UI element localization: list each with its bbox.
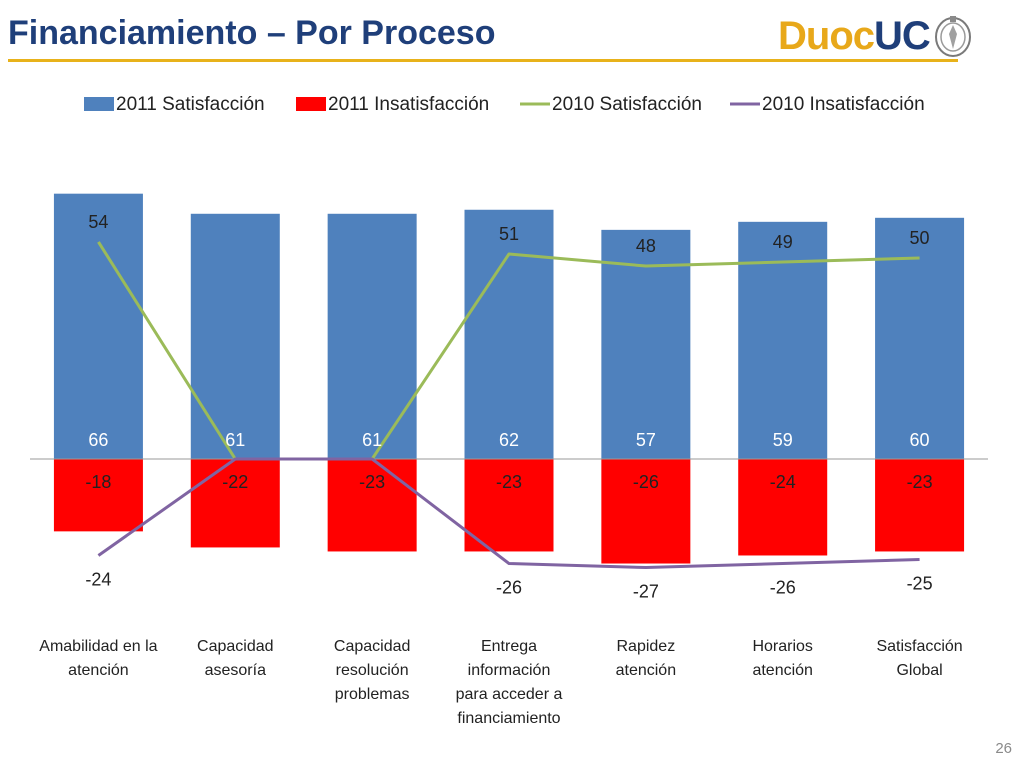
university-seal-icon	[934, 16, 971, 57]
duoc-uc-logo: Duoc UC	[778, 12, 972, 60]
data-label-2010-insatisfaccion: -26	[770, 578, 796, 598]
category-label: Satisfacción Global	[876, 638, 962, 679]
data-label-2011-satisfaccion: 57	[636, 430, 656, 450]
legend-swatch-1	[296, 97, 326, 111]
data-label-2011-satisfaccion: 60	[910, 430, 930, 450]
category-label: Capacidad resolución problemas	[334, 638, 411, 703]
data-label-2011-insatisfaccion: -23	[496, 472, 522, 492]
legend-label-1: 2011 Insatisfacción	[328, 94, 489, 115]
legend-swatch-0	[84, 97, 114, 111]
data-label-2011-insatisfaccion: -23	[359, 472, 385, 492]
data-label-2010-satisfaccion: 48	[636, 236, 656, 256]
page-number: 26	[995, 740, 1012, 757]
data-label-2010-insatisfaccion: -26	[496, 578, 522, 598]
data-label-2011-satisfaccion: 62	[499, 430, 519, 450]
data-label-2011-insatisfaccion: -23	[907, 472, 933, 492]
slide-title: Financiamiento – Por Proceso	[8, 14, 496, 52]
legend-label-0: 2011 Satisfacción	[116, 94, 265, 115]
bar-2011-insatisfaccion	[190, 459, 280, 548]
bar-2011-insatisfaccion	[875, 459, 965, 552]
bar-2011-insatisfaccion	[327, 459, 417, 552]
data-label-2011-insatisfaccion: -24	[770, 472, 796, 492]
logo-text-uc: UC	[874, 13, 931, 58]
bar-2011-insatisfaccion	[601, 459, 691, 564]
data-label-2011-satisfaccion: 61	[225, 430, 245, 450]
bar-2011-insatisfaccion	[53, 459, 143, 532]
data-label-2010-insatisfaccion: -25	[907, 574, 933, 594]
data-label-2011-satisfaccion: 59	[773, 430, 793, 450]
bar-2011-satisfaccion	[464, 209, 554, 459]
data-label-2010-satisfaccion: 49	[773, 232, 793, 252]
bar-2011-satisfaccion	[190, 213, 280, 459]
bar-2011-satisfaccion	[738, 221, 828, 459]
data-label-2010-insatisfaccion: -27	[633, 582, 659, 602]
data-label-2011-insatisfaccion: -22	[222, 472, 248, 492]
bar-2011-insatisfaccion	[738, 459, 828, 556]
bar-2011-satisfaccion	[601, 229, 691, 459]
category-label: Horarios atención	[752, 638, 813, 679]
category-label: Rapidez atención	[616, 638, 677, 679]
data-label-2011-insatisfaccion: -26	[633, 472, 659, 492]
data-label-2010-insatisfaccion: -24	[85, 569, 111, 589]
category-label: Amabilidad en la atención	[39, 638, 157, 679]
legend-label-3: 2010 Insatisfacción	[762, 94, 925, 115]
line-2010-insatisfaccion	[97, 457, 920, 570]
legend-label-2: 2010 Satisfacción	[552, 94, 702, 115]
bar-2011-satisfaccion	[875, 217, 965, 459]
data-label-2010-satisfaccion: 50	[910, 228, 930, 248]
bar-2011-satisfaccion	[327, 213, 417, 459]
data-label-2011-insatisfaccion: -18	[85, 472, 111, 492]
data-label-2010-satisfaccion: 51	[499, 224, 519, 244]
data-label-2011-satisfaccion: 66	[88, 430, 108, 450]
bar-2011-satisfaccion	[53, 193, 143, 459]
category-label: Entrega información para acceder a financia…	[456, 638, 563, 727]
logo-text-duoc: Duoc	[778, 13, 875, 58]
title-underline	[8, 59, 958, 62]
data-label-2010-satisfaccion: 54	[88, 212, 108, 232]
bar-2011-insatisfaccion	[464, 459, 554, 552]
category-label: Capacidad asesoría	[197, 638, 274, 679]
data-label-2011-satisfaccion: 61	[362, 430, 382, 450]
